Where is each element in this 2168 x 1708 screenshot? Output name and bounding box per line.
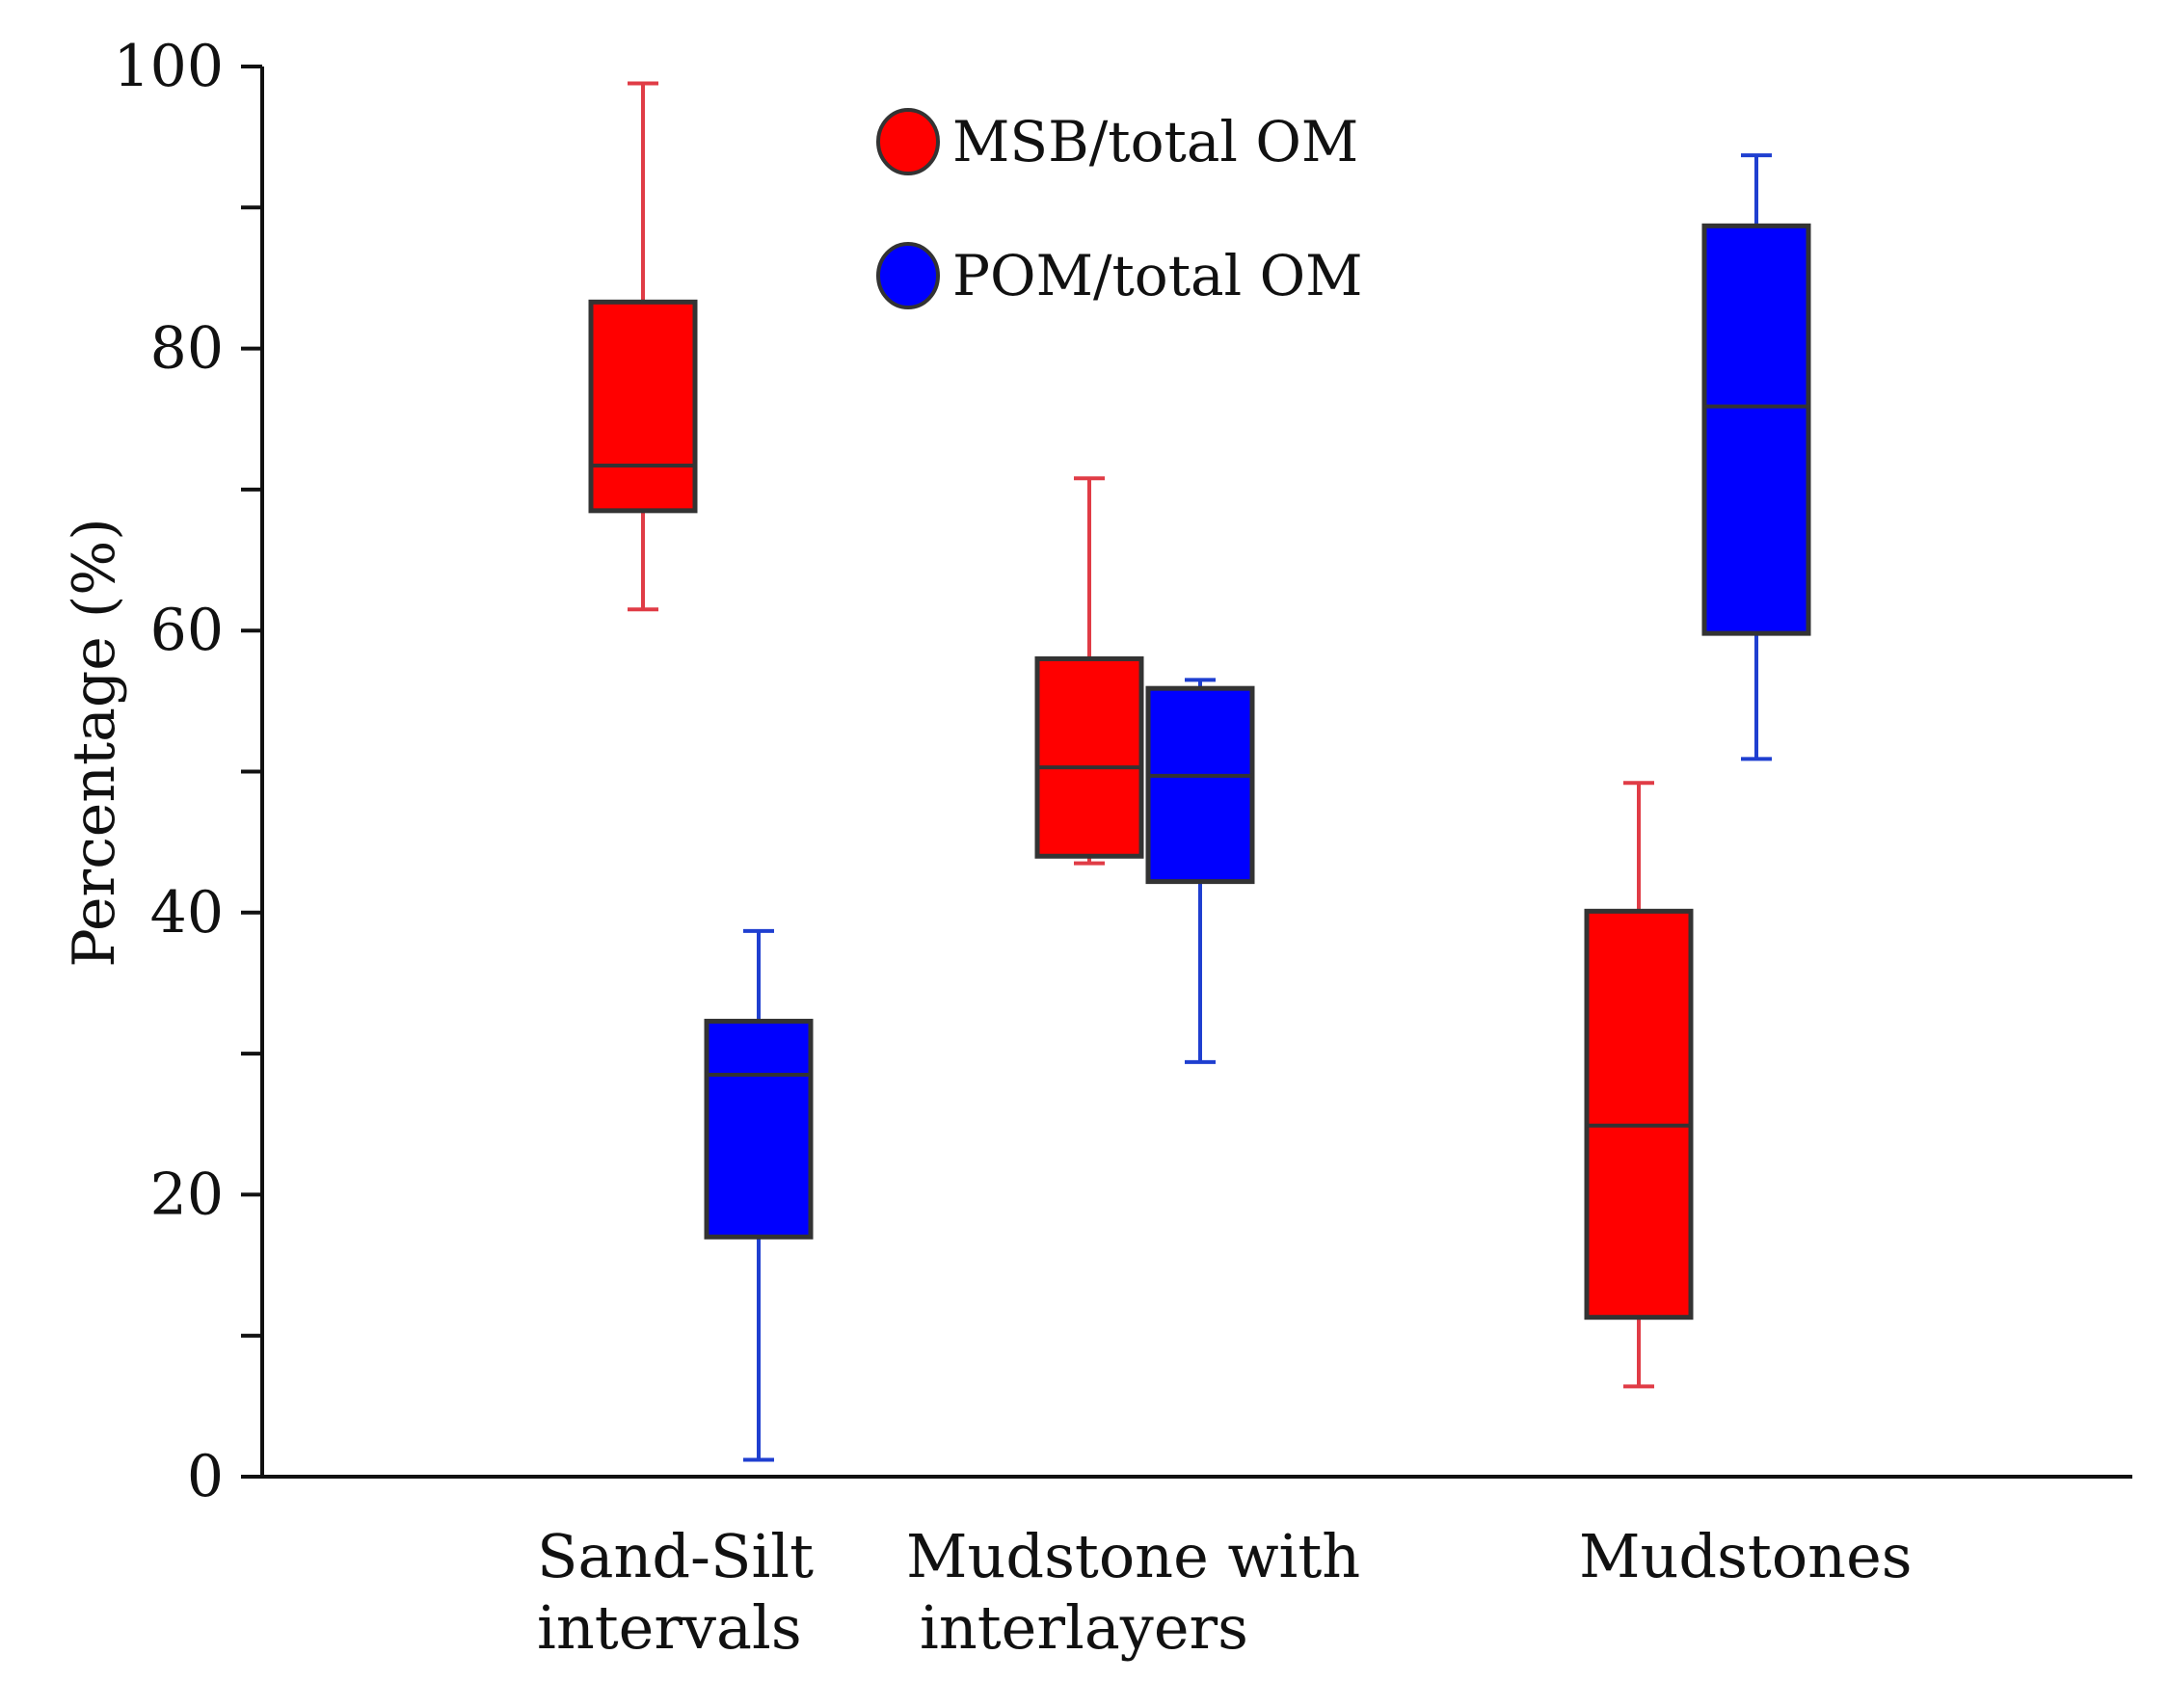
iqr-box xyxy=(1701,223,1811,636)
y-tick-label: 0 xyxy=(187,1443,224,1510)
box-item xyxy=(1145,678,1255,1064)
y-tick-label: 40 xyxy=(150,879,224,947)
iqr-box xyxy=(1034,655,1144,859)
y-axis-title: Percentage (%) xyxy=(61,518,128,967)
series-pom xyxy=(704,153,1811,1462)
box-series xyxy=(588,81,1811,1462)
iqr-box xyxy=(1145,685,1255,885)
legend-label: POM/total OM xyxy=(952,243,1363,308)
legend: MSB/total OM POM/total OM xyxy=(876,108,1363,309)
y-tick-label: 80 xyxy=(150,315,224,383)
iqr-box xyxy=(704,1018,814,1240)
box-item xyxy=(588,81,698,612)
legend-item: MSB/total OM xyxy=(876,108,1358,175)
category-label-line: interlayers xyxy=(920,1592,1248,1663)
iqr-box xyxy=(588,299,698,514)
box-item xyxy=(1034,476,1144,866)
category-label-line: Sand-Silt xyxy=(537,1521,814,1591)
box-item xyxy=(1701,153,1811,761)
legend-label: MSB/total OM xyxy=(952,109,1358,174)
legend-swatch xyxy=(876,108,940,175)
legend-item: POM/total OM xyxy=(876,242,1363,309)
y-tick-label: 100 xyxy=(113,33,224,100)
y-tick-label: 20 xyxy=(150,1161,224,1228)
category-label-line: Mudstone with xyxy=(906,1521,1360,1591)
category-label-line: Mudstones xyxy=(1579,1521,1913,1591)
series-msb xyxy=(588,81,1694,1389)
legend-swatch xyxy=(876,242,940,309)
category-label-line: intervals xyxy=(537,1592,802,1663)
box-item xyxy=(1584,781,1694,1389)
box-item xyxy=(704,928,814,1462)
y-tick-label: 60 xyxy=(150,597,224,664)
iqr-box xyxy=(1584,908,1694,1321)
category-label: Mudstones xyxy=(1579,1521,1913,1591)
y-ticks: 0 20 40 60 80 100 xyxy=(113,33,262,1510)
